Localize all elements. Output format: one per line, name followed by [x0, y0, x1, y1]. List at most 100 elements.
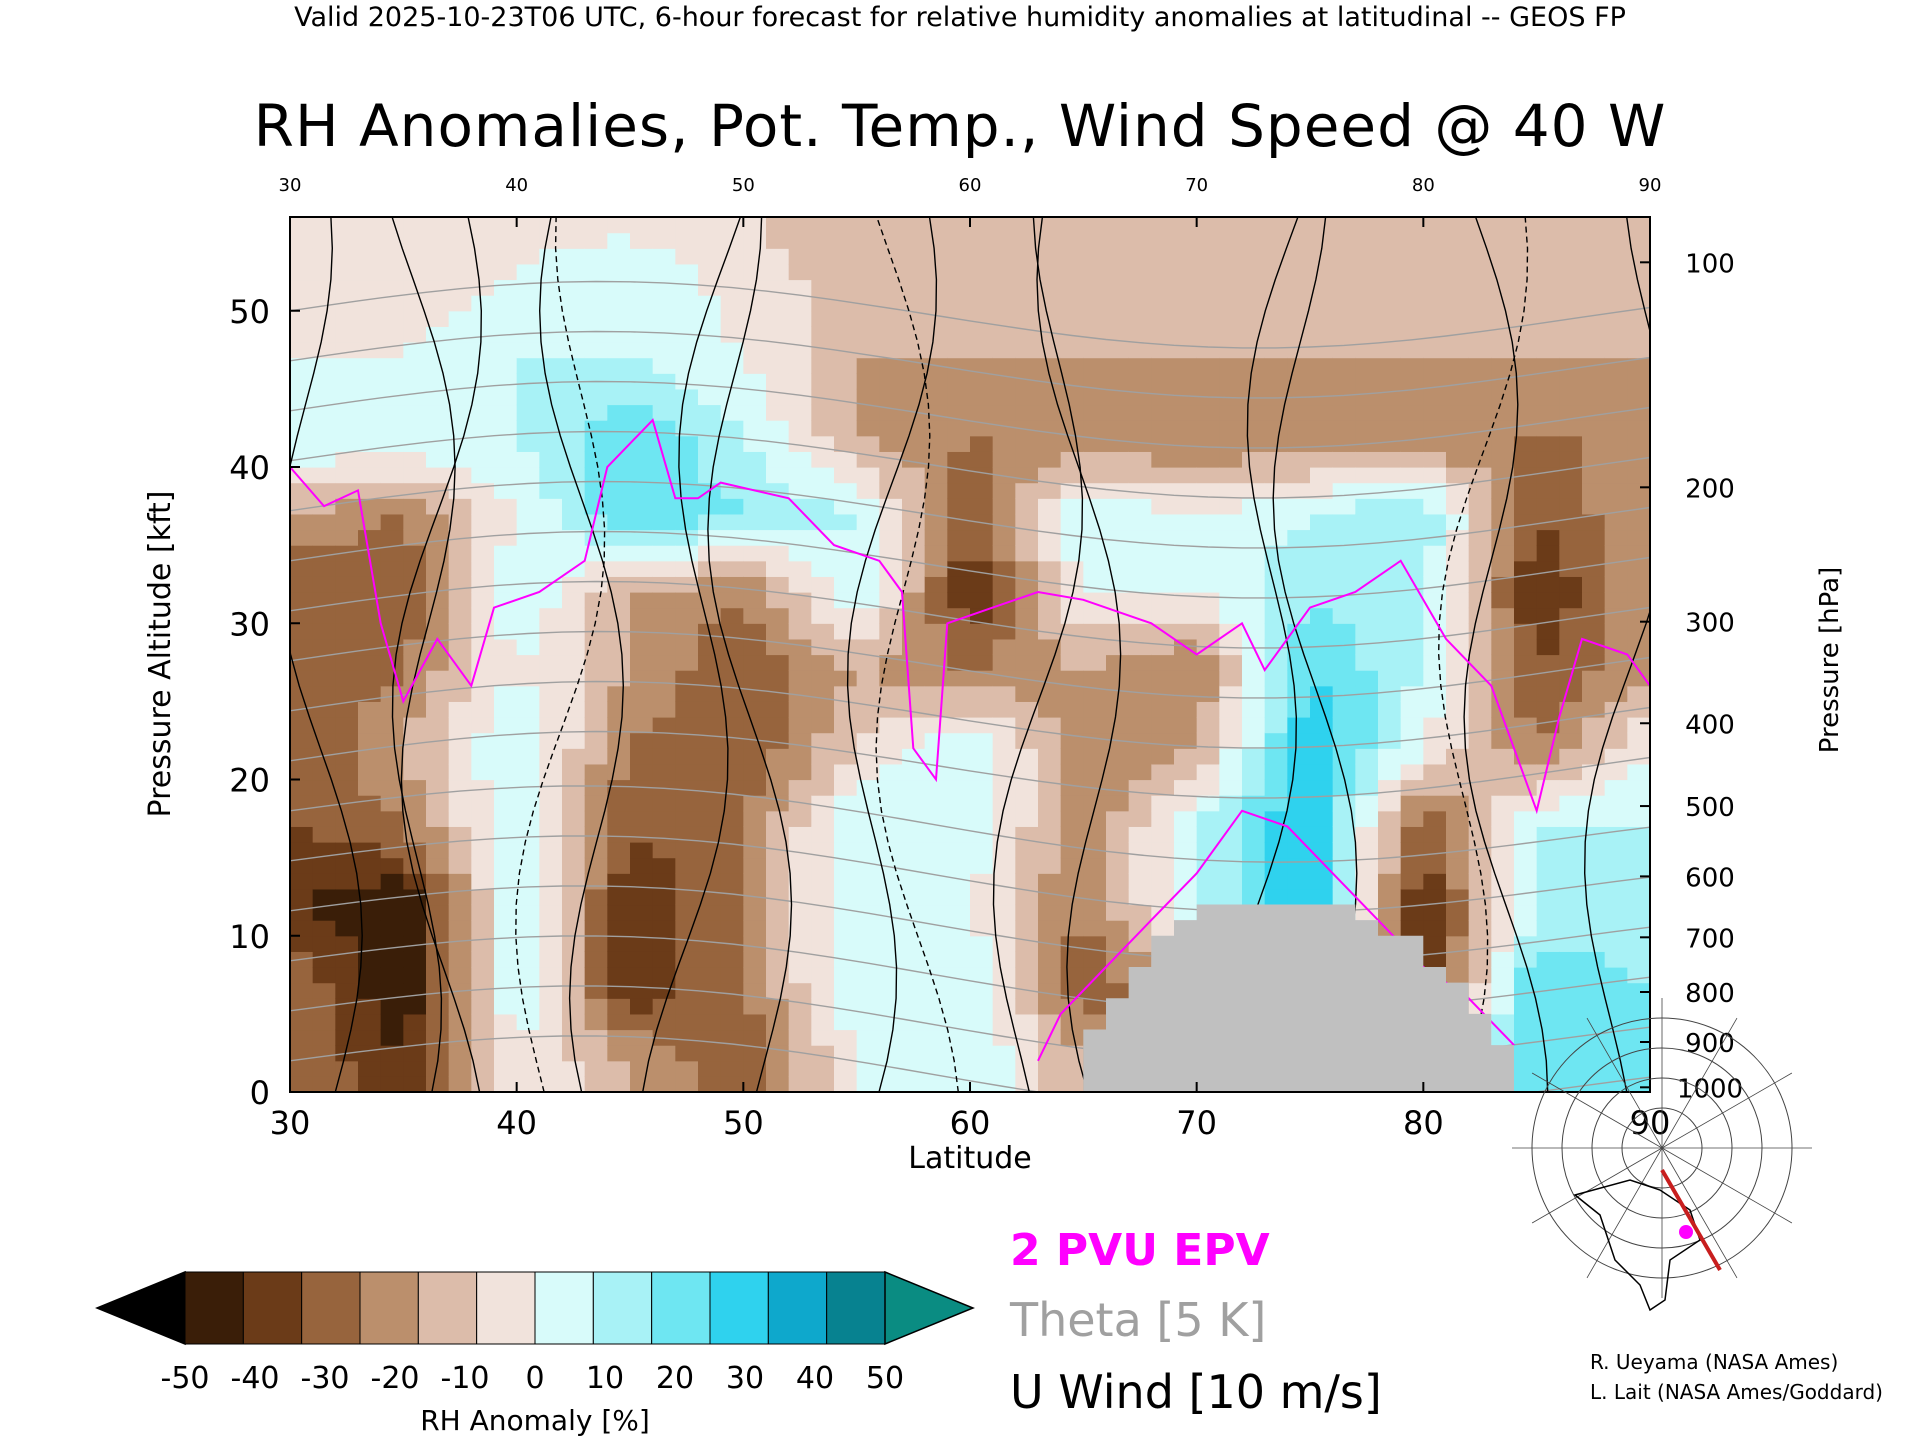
heatmap-cell: [698, 248, 722, 265]
heatmap-cell: [856, 732, 880, 749]
heatmap-cell: [675, 701, 699, 718]
heatmap-cell: [834, 451, 858, 468]
heatmap-cell: [1604, 810, 1628, 827]
heatmap-cell: [607, 1076, 631, 1092]
heatmap-cell: [380, 482, 404, 499]
heatmap-cell: [811, 670, 835, 687]
heatmap-cell: [1287, 217, 1311, 234]
theta-contour-line: [290, 730, 1650, 799]
heatmap-cell: [380, 920, 404, 937]
heatmap-cell: [1174, 763, 1198, 781]
heatmap-cell: [698, 810, 722, 827]
heatmap-cell: [426, 295, 450, 312]
heatmap-cell: [1060, 951, 1084, 968]
u-wind-contour-line: [538, 217, 625, 1092]
heatmap-cell: [992, 295, 1016, 312]
heatmap-cell: [743, 342, 767, 359]
heatmap-cell: [1491, 560, 1515, 577]
heatmap-cell: [902, 342, 926, 359]
heatmap-cell: [426, 748, 450, 765]
heatmap-cell: [607, 248, 631, 265]
heatmap-cell: [358, 279, 382, 296]
heatmap-cell: [834, 592, 858, 609]
heatmap-cell: [1468, 920, 1492, 937]
heatmap-cell: [675, 232, 699, 249]
legend-u-wind: U Wind [10 m/s]: [1010, 1365, 1382, 1419]
heatmap-cell: [1106, 888, 1130, 906]
heatmap-cell: [1446, 482, 1470, 499]
heatmap-cell: [1219, 263, 1243, 281]
heatmap-cell: [1559, 388, 1583, 406]
heatmap-cell: [1242, 248, 1266, 265]
heatmap-cell: [1174, 670, 1198, 687]
heatmap-cell: [1400, 217, 1424, 234]
heatmap-cell: [290, 357, 314, 374]
heatmap-cell: [426, 263, 450, 281]
heatmap-cell: [562, 1013, 586, 1031]
heatmap-cell: [1627, 357, 1650, 374]
heatmap-cell: [358, 1076, 382, 1092]
heatmap-cell: [879, 529, 903, 546]
heatmap-cell: [766, 982, 790, 999]
heatmap-cell: [630, 482, 654, 499]
heatmap-cell: [652, 217, 676, 234]
heatmap-cell: [426, 388, 450, 406]
heatmap-cell: [879, 217, 903, 234]
colorbar-swatch: [651, 1271, 711, 1345]
heatmap-cell: [494, 654, 518, 671]
heatmap-cell: [1083, 388, 1107, 406]
heatmap-cell: [652, 826, 676, 843]
heatmap-cell: [516, 576, 540, 593]
heatmap-cell: [471, 404, 495, 421]
heatmap-cell: [494, 748, 518, 765]
heatmap-cell: [675, 248, 699, 265]
heatmap-cell: [1242, 873, 1266, 890]
heatmap-cell: [1083, 951, 1107, 968]
heatmap-cell: [970, 701, 994, 718]
heatmap-cell: [1559, 779, 1583, 796]
heatmap-cell: [1491, 810, 1515, 827]
heatmap-cell: [720, 1060, 744, 1077]
heatmap-cell: [1060, 232, 1084, 249]
heatmap-cell: [1468, 560, 1492, 577]
heatmap-cell: [947, 388, 971, 406]
heatmap-cell: [856, 373, 880, 390]
heatmap-cell: [834, 873, 858, 890]
heatmap-cell: [607, 904, 631, 921]
heatmap-cell: [335, 810, 359, 827]
heatmap-cell: [1310, 623, 1334, 640]
heatmap-cell: [1400, 779, 1424, 796]
heatmap-cell: [1446, 685, 1470, 702]
heatmap-cell: [1310, 482, 1334, 499]
heatmap-cell: [358, 935, 382, 952]
heatmap-cell: [1514, 435, 1538, 452]
heatmap-cell: [743, 545, 767, 562]
heatmap-cell: [834, 326, 858, 343]
heatmap-cell: [494, 826, 518, 843]
heatmap-cell: [924, 685, 948, 702]
y-tick-label: 0: [250, 1074, 270, 1112]
heatmap-cell: [902, 248, 926, 265]
heatmap-cell: [584, 888, 608, 906]
heatmap-cell: [970, 232, 994, 249]
heatmap-cell: [335, 467, 359, 484]
heatmap-cell: [290, 826, 314, 843]
heatmap-cell: [516, 748, 540, 765]
heatmap-cell: [879, 263, 903, 281]
heatmap-cell: [335, 717, 359, 734]
heatmap-cell: [426, 357, 450, 374]
heatmap-cell: [811, 576, 835, 593]
heatmap-cell: [1378, 654, 1402, 671]
heatmap-cell: [403, 576, 427, 593]
heatmap-cell: [1196, 482, 1220, 499]
heatmap-cell: [1242, 810, 1266, 827]
heatmap-cell: [403, 1029, 427, 1046]
heatmap-cell: [290, 810, 314, 827]
heatmap-cell: [1400, 717, 1424, 734]
heatmap-cell: [290, 1045, 314, 1062]
heatmap-cell: [1355, 701, 1379, 718]
heatmap-cell: [403, 826, 427, 843]
heatmap-cell: [1264, 482, 1288, 499]
heatmap-cell: [675, 295, 699, 312]
heatmap-cell: [1151, 498, 1175, 515]
